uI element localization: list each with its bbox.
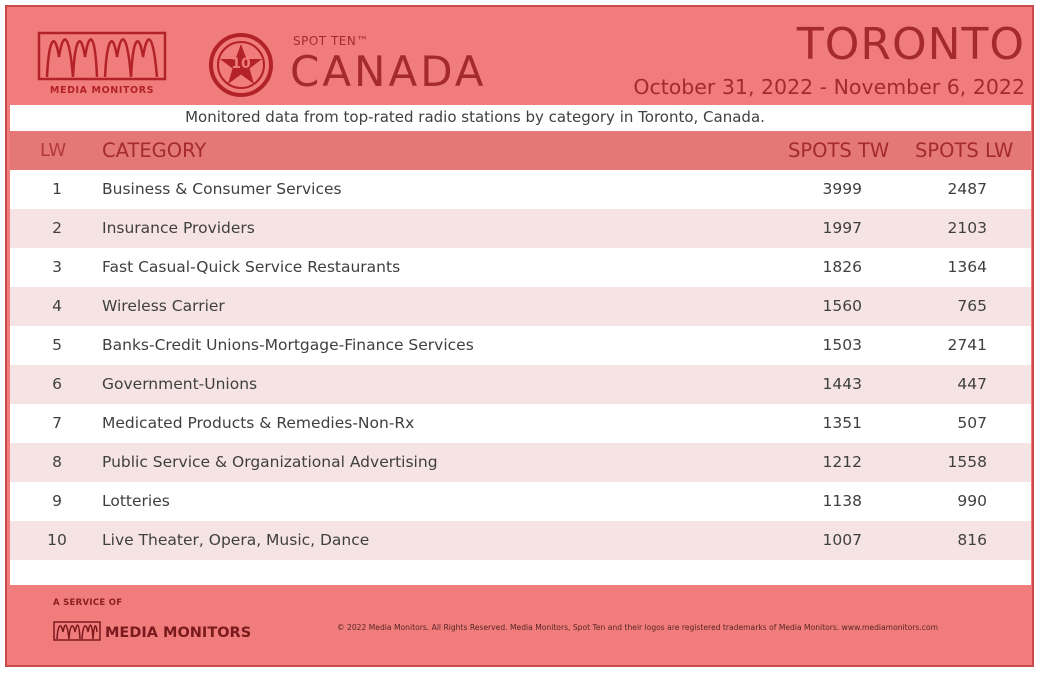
col-header-lw: LW: [40, 140, 67, 161]
row-spots-lw: 447: [957, 375, 987, 393]
data-panel: Monitored data from top-rated radio stat…: [10, 105, 1031, 585]
city-title: TORONTO: [796, 19, 1025, 70]
row-category: Lotteries: [102, 492, 170, 510]
row-spots-lw: 990: [957, 492, 987, 510]
copyright-notice: © 2022 Media Monitors. All Rights Reserv…: [337, 623, 938, 632]
row-spots-lw: 1558: [947, 453, 987, 471]
row-rank: 5: [52, 336, 62, 354]
badge-number: 10: [231, 56, 251, 72]
table-row: 4 Wireless Carrier 1560 765: [10, 287, 1031, 326]
row-spots-tw: 1212: [822, 453, 862, 471]
spot-ten-badge: 10: [207, 32, 279, 104]
footer-logo-text: MEDIA MONITORS: [105, 625, 252, 641]
row-rank: 7: [52, 414, 62, 432]
row-spots-tw: 1503: [822, 336, 862, 354]
table-body: 1 Business & Consumer Services 3999 2487…: [10, 170, 1031, 560]
row-spots-tw: 1826: [822, 258, 862, 276]
row-rank: 10: [47, 531, 67, 549]
row-spots-tw: 1007: [822, 531, 862, 549]
row-rank: 6: [52, 375, 62, 393]
row-spots-tw: 3999: [822, 180, 862, 198]
row-spots-tw: 1351: [822, 414, 862, 432]
row-category: Insurance Providers: [102, 219, 255, 237]
row-spots-lw: 2487: [947, 180, 987, 198]
row-rank: 9: [52, 492, 62, 510]
row-category: Wireless Carrier: [102, 297, 225, 315]
row-rank: 1: [52, 180, 62, 198]
row-rank: 3: [52, 258, 62, 276]
col-header-spots-tw: SPOTS TW: [788, 139, 890, 162]
row-spots-tw: 1997: [822, 219, 862, 237]
star-badge-icon: [209, 33, 273, 97]
media-monitors-wave-icon: [53, 621, 101, 641]
col-header-category: CATEGORY: [102, 139, 207, 162]
row-spots-tw: 1138: [822, 492, 862, 510]
row-spots-tw: 1560: [822, 297, 862, 315]
row-category: Business & Consumer Services: [102, 180, 342, 198]
table-row: 2 Insurance Providers 1997 2103: [10, 209, 1031, 248]
row-rank: 8: [52, 453, 62, 471]
table-row: 9 Lotteries 1138 990: [10, 482, 1031, 521]
row-spots-lw: 765: [957, 297, 987, 315]
media-monitors-wave-icon: [37, 31, 167, 81]
row-spots-tw: 1443: [822, 375, 862, 393]
row-category: Banks-Credit Unions-Mortgage-Finance Ser…: [102, 336, 474, 354]
table-row: 8 Public Service & Organizational Advert…: [10, 443, 1031, 482]
media-monitors-logo: MEDIA MONITORS: [37, 27, 167, 99]
table-row: 10 Live Theater, Opera, Music, Dance 100…: [10, 521, 1031, 560]
table-row: 6 Government-Unions 1443 447: [10, 365, 1031, 404]
row-category: Fast Casual-Quick Service Restaurants: [102, 258, 401, 276]
row-category: Government-Unions: [102, 375, 258, 393]
table-row: 7 Medicated Products & Remedies-Non-Rx 1…: [10, 404, 1031, 443]
row-spots-lw: 507: [957, 414, 987, 432]
spot-ten-label: SPOT TEN™: [293, 34, 369, 48]
table-row: 3 Fast Casual-Quick Service Restaurants …: [10, 248, 1031, 287]
media-monitors-logo-text: MEDIA MONITORS: [49, 85, 155, 96]
row-category: Live Theater, Opera, Music, Dance: [102, 531, 370, 549]
report-subtitle: Monitored data from top-rated radio stat…: [185, 108, 765, 126]
service-of-label: A SERVICE OF: [53, 598, 123, 608]
brand-title: CANADA: [290, 47, 487, 96]
row-category: Public Service & Organizational Advertis…: [102, 453, 438, 471]
row-spots-lw: 1364: [947, 258, 987, 276]
report-frame: MEDIA MONITORS 10 SPOT TEN™ CANADA TORON…: [5, 5, 1034, 667]
table-header: LW CATEGORY SPOTS TW SPOTS LW: [10, 131, 1031, 170]
col-header-spots-lw: SPOTS LW: [915, 139, 1014, 162]
row-rank: 2: [52, 219, 62, 237]
row-spots-lw: 816: [957, 531, 987, 549]
row-spots-lw: 2741: [947, 336, 987, 354]
row-category: Medicated Products & Remedies-Non-Rx: [102, 414, 415, 432]
date-range: October 31, 2022 - November 6, 2022: [633, 75, 1025, 99]
row-rank: 4: [52, 297, 62, 315]
row-spots-lw: 2103: [947, 219, 987, 237]
table-row: 1 Business & Consumer Services 3999 2487: [10, 170, 1031, 209]
table-row: 5 Banks-Credit Unions-Mortgage-Finance S…: [10, 326, 1031, 365]
